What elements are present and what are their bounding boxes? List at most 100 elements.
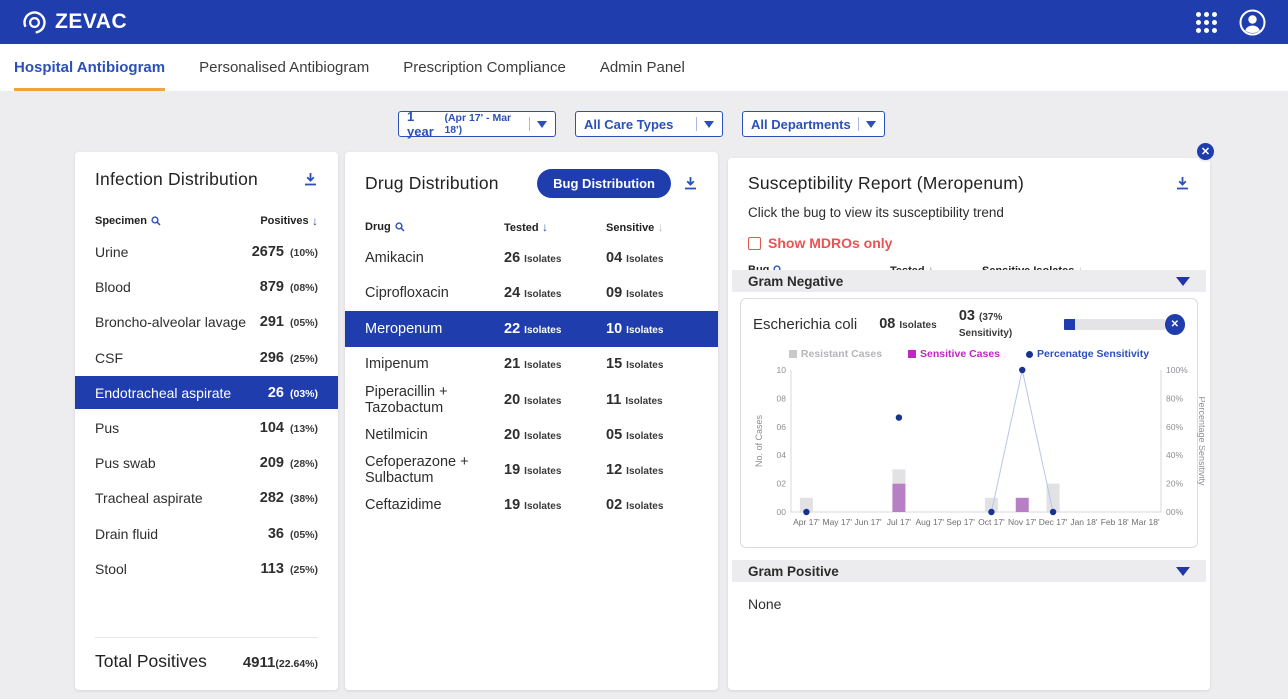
mdro-label: Show MDROs only <box>768 235 892 251</box>
tab-admin-panel[interactable]: Admin Panel <box>600 44 685 91</box>
download-icon[interactable] <box>303 172 318 187</box>
close-panel-button[interactable]: ✕ <box>1195 141 1216 162</box>
gram-positive-section-header[interactable]: Gram Positive <box>732 560 1206 582</box>
sort-icon[interactable]: ↓ <box>654 220 663 234</box>
sensitive-value: 15 Isolates <box>606 356 698 372</box>
filter-bar: 1 year (Apr 17' - Mar 18') All Care Type… <box>398 111 885 137</box>
svg-text:Jul 17': Jul 17' <box>887 517 912 527</box>
drug-distribution-panel: Drug Distribution Bug Distribution Drug <box>345 152 718 690</box>
close-trend-button[interactable]: ✕ <box>1165 314 1185 335</box>
sort-desc-icon[interactable]: ↓ <box>539 220 548 234</box>
positives-value: 113 (25%) <box>261 561 318 577</box>
download-icon[interactable] <box>683 176 698 191</box>
apps-grid-icon[interactable] <box>1196 12 1217 33</box>
infection-panel-title: Infection Distribution <box>95 169 258 190</box>
drug-name: Meropenum <box>365 321 504 337</box>
drug-name: Ciprofloxacin <box>365 285 504 301</box>
tab-personalised-antibiogram[interactable]: Personalised Antibiogram <box>199 44 369 91</box>
top-navbar: ZEVAC <box>0 0 1288 44</box>
svg-text:04: 04 <box>777 450 787 460</box>
specimen-row-stool[interactable]: Stool 113 (25%) <box>75 551 338 586</box>
svg-text:10: 10 <box>777 365 787 375</box>
specimen-label: Endotracheal aspirate <box>95 385 231 401</box>
specimen-label: Pus swab <box>95 455 156 471</box>
drug-row-ceftazidime[interactable]: Ceftazidime19 Isolates02 Isolates <box>345 488 718 523</box>
drug-name: Netilmicin <box>365 427 504 443</box>
specimen-column-header[interactable]: Specimen <box>95 215 147 227</box>
specimen-label: Drain fluid <box>95 526 158 542</box>
mdro-checkbox[interactable] <box>748 237 761 250</box>
brand[interactable]: ZEVAC <box>22 10 127 35</box>
gram-positive-empty-text: None <box>748 596 781 612</box>
drug-row-meropenum[interactable]: Meropenum22 Isolates10 Isolates <box>345 311 718 347</box>
svg-text:Mar 18': Mar 18' <box>1132 517 1160 527</box>
section-label: Gram Negative <box>748 274 843 289</box>
drug-row-piperacillin-tazobactum[interactable]: Piperacillin + Tazobactum20 Isolates11 I… <box>345 382 718 417</box>
download-icon[interactable] <box>1175 176 1190 191</box>
specimen-row-pus[interactable]: Pus104 (13%) <box>75 410 338 445</box>
svg-text:100%: 100% <box>1166 365 1188 375</box>
period-filter-dropdown[interactable]: 1 year (Apr 17' - Mar 18') <box>398 111 556 137</box>
search-icon[interactable] <box>395 222 405 232</box>
specimen-row-csf[interactable]: CSF296 (25%) <box>75 340 338 375</box>
square-marker-icon <box>789 350 797 358</box>
panel-subtitle: Click the bug to view its susceptibility… <box>728 205 1210 220</box>
positives-value: 36 (05%) <box>268 526 318 542</box>
specimen-row-tracheal-aspirate[interactable]: Tracheal aspirate282 (38%) <box>75 481 338 516</box>
svg-text:02: 02 <box>777 479 787 489</box>
susceptibility-report-panel: Susceptibility Report (Meropenum) Click … <box>728 158 1210 690</box>
infection-table: Urine2675 (10%)Blood879 (08%)Broncho-alv… <box>75 234 338 587</box>
specimen-row-pus-swab[interactable]: Pus swab209 (28%) <box>75 445 338 480</box>
legend-item-resistant-cases: Resistant Cases <box>789 348 882 360</box>
bug-name[interactable]: Escherichia coli <box>753 316 879 333</box>
drug-name: Imipenum <box>365 356 504 372</box>
drug-row-cefoperazone-sulbactum[interactable]: Cefoperazone + Sulbactum19 Isolates12 Is… <box>345 452 718 487</box>
tab-hospital-antibiogram[interactable]: Hospital Antibiogram <box>14 44 165 91</box>
svg-text:No. of Cases: No. of Cases <box>754 414 764 467</box>
specimen-row-broncho-alveolar-lavage[interactable]: Broncho-alveolar lavage291 (05%) <box>75 305 338 340</box>
svg-text:Jan 18': Jan 18' <box>1070 517 1098 527</box>
section-label: Gram Positive <box>748 564 839 579</box>
user-avatar[interactable] <box>1239 9 1266 36</box>
tested-value: 20 Isolates <box>504 427 606 443</box>
sort-desc-icon[interactable]: ↓ <box>309 214 318 228</box>
tested-column-header[interactable]: Tested <box>504 222 539 234</box>
collapse-triangle-icon <box>1176 277 1190 286</box>
department-filter-value: All Departments <box>751 117 851 132</box>
sensitive-value: 09 Isolates <box>606 285 698 301</box>
drug-row-ciprofloxacin[interactable]: Ciprofloxacin24 Isolates09 Isolates <box>345 275 718 310</box>
drug-name: Amikacin <box>365 250 504 266</box>
dot-marker-icon <box>1026 351 1033 358</box>
department-filter-dropdown[interactable]: All Departments <box>742 111 885 137</box>
positives-column-header[interactable]: Positives <box>260 215 308 227</box>
bug-sensitive-value: 03 (37% Sensitivity) <box>959 308 1056 340</box>
sensitive-column-header[interactable]: Sensitive <box>606 222 654 234</box>
bug-distribution-button[interactable]: Bug Distribution <box>537 169 671 198</box>
specimen-row-drain-fluid[interactable]: Drain fluid 36 (05%) <box>75 516 338 551</box>
svg-text:20%: 20% <box>1166 479 1183 489</box>
specimen-label: Stool <box>95 561 127 577</box>
tab-prescription-compliance[interactable]: Prescription Compliance <box>403 44 566 91</box>
specimen-row-urine[interactable]: Urine2675 (10%) <box>75 234 338 269</box>
specimen-label: Pus <box>95 420 119 436</box>
drug-name: Cefoperazone + Sulbactum <box>365 454 504 486</box>
total-positives-label: Total Positives <box>95 651 207 672</box>
care-type-filter-dropdown[interactable]: All Care Types <box>575 111 723 137</box>
tested-value: 22 Isolates <box>504 321 606 337</box>
specimen-row-endotracheal-aspirate[interactable]: Endotracheal aspirate26 (03%) <box>75 376 338 409</box>
drug-row-amikacin[interactable]: Amikacin26 Isolates04 Isolates <box>345 240 718 275</box>
show-mdros-toggle[interactable]: Show MDROs only <box>728 235 1210 251</box>
drug-row-imipenum[interactable]: Imipenum21 Isolates15 Isolates <box>345 347 718 382</box>
svg-text:00%: 00% <box>1166 507 1183 517</box>
search-icon[interactable] <box>151 216 161 226</box>
drug-column-header[interactable]: Drug <box>365 221 391 233</box>
specimen-label: Blood <box>95 279 131 295</box>
svg-text:00: 00 <box>777 507 787 517</box>
positives-value: 2675 (10%) <box>252 244 318 260</box>
gram-negative-section-header[interactable]: Gram Negative <box>732 270 1206 292</box>
specimen-row-blood[interactable]: Blood879 (08%) <box>75 269 338 304</box>
svg-text:40%: 40% <box>1166 450 1183 460</box>
drug-row-netilmicin[interactable]: Netilmicin20 Isolates05 Isolates <box>345 417 718 452</box>
legend-item-sensitive-cases: Sensitive Cases <box>908 348 1000 360</box>
gram-negative-bug-list[interactable]: Escherichia coli 08 Isolates 03 (37% Sen… <box>728 295 1210 560</box>
